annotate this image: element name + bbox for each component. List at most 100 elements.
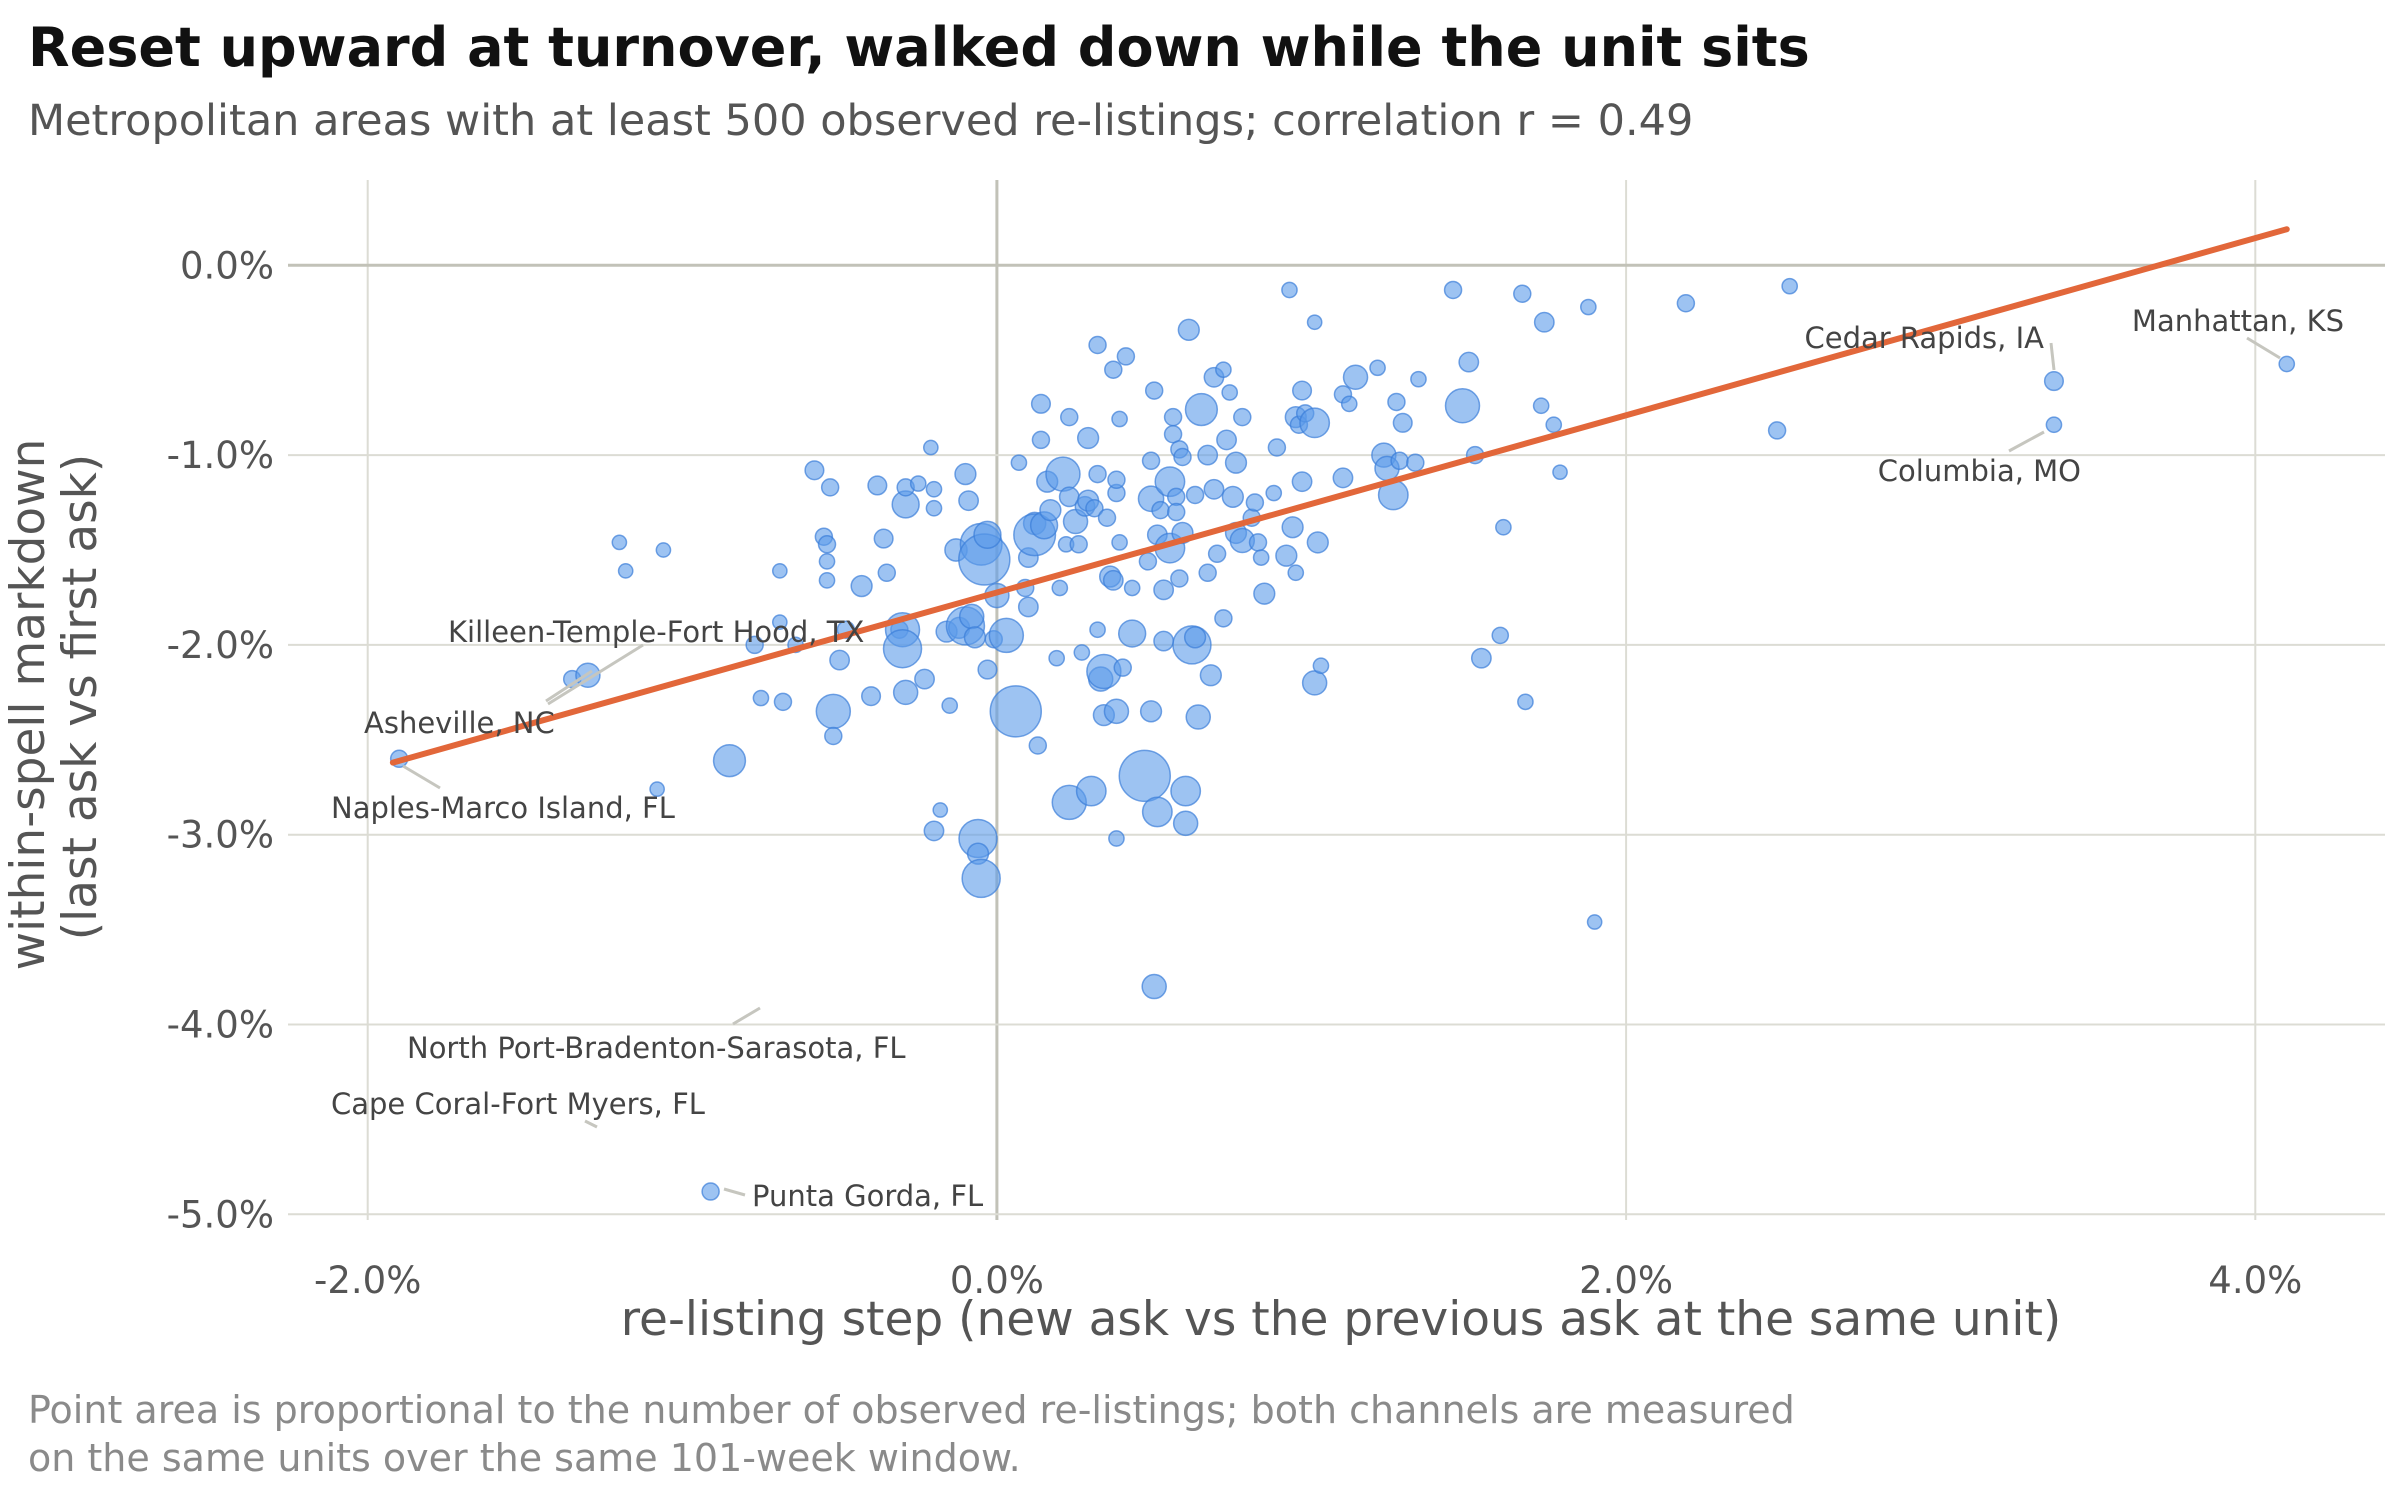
y-tick-label: -5.0% xyxy=(167,1193,274,1236)
data-point xyxy=(1103,698,1130,725)
data-point xyxy=(1586,914,1603,930)
data-point xyxy=(1221,485,1245,509)
data-point xyxy=(1073,644,1091,661)
data-point xyxy=(1138,552,1158,571)
data-point xyxy=(1292,380,1313,401)
grid-lines xyxy=(288,180,2385,1220)
x-tick-label: 2.0% xyxy=(1579,1259,1673,1302)
data-point xyxy=(1221,384,1239,401)
data-point xyxy=(1028,736,1048,755)
data-point xyxy=(617,563,634,579)
data-point xyxy=(1051,579,1069,597)
trend-line xyxy=(389,226,2290,766)
data-point xyxy=(1097,508,1117,527)
annotation-label: Killeen-Temple-Fort Hood, TX xyxy=(448,615,864,649)
axis-ticks: -2.0% 0.0% 2.0% 4.0% 0.0% -1.0% -2.0% -3.0% -4.0… xyxy=(167,244,2303,1302)
data-point xyxy=(1197,444,1219,466)
data-point xyxy=(1781,277,1799,295)
data-point xyxy=(1216,429,1237,451)
data-point xyxy=(1199,664,1222,687)
data-point xyxy=(1306,314,1323,331)
data-point xyxy=(804,460,825,481)
data-point xyxy=(1107,470,1126,490)
annotation-leader xyxy=(584,1119,598,1129)
data-point xyxy=(1392,412,1413,433)
data-point xyxy=(1767,421,1787,440)
data-point xyxy=(1390,451,1409,471)
data-point xyxy=(1299,407,1331,439)
data-point xyxy=(820,478,840,497)
data-point xyxy=(932,802,949,818)
data-point xyxy=(973,520,1002,550)
data-point xyxy=(818,572,836,589)
data-point xyxy=(1010,454,1028,472)
data-point xyxy=(771,563,788,579)
data-point xyxy=(773,692,793,712)
data-point xyxy=(815,693,852,730)
annotation-leader xyxy=(547,643,644,706)
data-point xyxy=(817,535,837,554)
data-point xyxy=(1039,498,1062,522)
data-point xyxy=(1170,569,1189,588)
data-point xyxy=(649,781,665,798)
data-point xyxy=(1111,534,1128,551)
annotation-label: Naples-Marco Island, FL xyxy=(331,791,675,825)
data-point xyxy=(850,574,873,598)
data-point xyxy=(1166,502,1186,522)
data-point xyxy=(1075,775,1107,807)
x-tick-label: 4.0% xyxy=(2208,1259,2302,1302)
annotation-label: Cedar Rapids, IA xyxy=(1804,321,2044,355)
data-point xyxy=(860,686,882,707)
data-point xyxy=(1139,700,1163,723)
data-point xyxy=(1224,451,1248,474)
data-point xyxy=(1045,456,1081,492)
chart-caption: Point area is proportional to the number… xyxy=(28,1386,2128,1482)
annotation-leader xyxy=(2049,342,2056,371)
data-point xyxy=(1203,478,1225,500)
data-point xyxy=(1267,438,1287,457)
data-point xyxy=(1207,544,1227,564)
data-point xyxy=(1233,407,1252,427)
annotation-leader xyxy=(732,1006,761,1026)
data-point xyxy=(1117,619,1147,648)
data-point xyxy=(1108,830,1125,847)
data-point xyxy=(1444,388,1481,424)
data-point xyxy=(1088,335,1107,355)
chart-title: Reset upward at turnover, walked down wh… xyxy=(28,16,1810,79)
data-point xyxy=(818,553,836,570)
data-point xyxy=(1088,464,1107,484)
y-tick-label: 0.0% xyxy=(180,244,274,287)
data-point xyxy=(1245,493,1265,512)
data-point xyxy=(1291,471,1313,493)
data-point xyxy=(954,462,977,486)
data-point xyxy=(1151,500,1170,520)
data-point xyxy=(1198,563,1217,583)
data-point xyxy=(1301,670,1328,696)
data-point xyxy=(914,668,935,690)
data-point xyxy=(2043,371,2065,392)
x-tick-label: 0.0% xyxy=(950,1259,1044,1302)
data-point xyxy=(611,534,628,551)
data-point xyxy=(1545,416,1563,434)
data-point xyxy=(1495,518,1512,536)
data-point xyxy=(1532,397,1550,415)
y-axis-title: within-spell markdown (last ask vs first… xyxy=(1,424,108,971)
data-point xyxy=(1085,498,1104,518)
data-point xyxy=(1076,426,1100,450)
data-point xyxy=(909,475,927,492)
data-point xyxy=(701,1182,720,1201)
data-point xyxy=(1281,281,1298,299)
data-point xyxy=(1030,393,1052,414)
y-tick-label: -1.0% xyxy=(167,434,274,477)
data-point xyxy=(977,659,998,680)
data-point xyxy=(2278,355,2296,373)
data-point xyxy=(1141,451,1161,471)
data-point xyxy=(1144,381,1164,400)
data-point xyxy=(867,475,888,496)
data-point xyxy=(882,628,923,669)
annotations: Killeen-Temple-Fort Hood, TX Asheville, N… xyxy=(331,304,2344,1213)
data-point xyxy=(1369,359,1386,377)
data-point xyxy=(1253,582,1276,605)
data-point xyxy=(1215,361,1232,379)
